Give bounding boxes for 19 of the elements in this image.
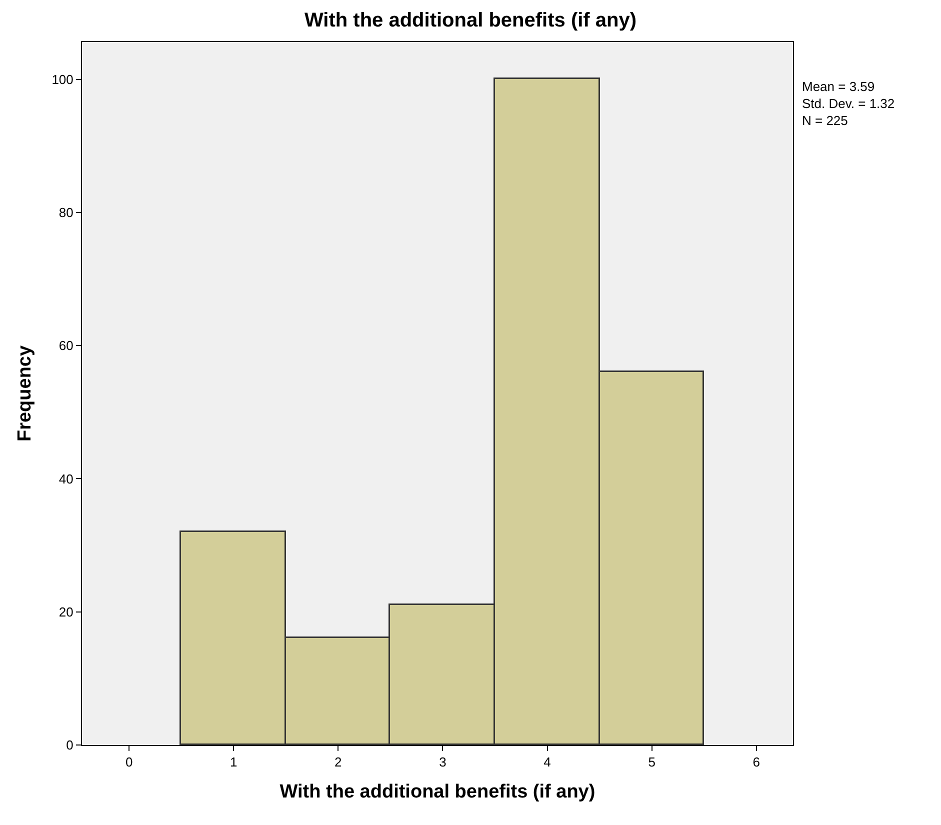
x-tick-label: 4 — [544, 754, 551, 770]
x-axis-title: With the additional benefits (if any) — [280, 781, 596, 802]
y-axis-title: Frequency — [14, 345, 36, 442]
y-tick-label: 20 — [58, 604, 74, 620]
chart-title: With the additional benefits (if any) — [304, 9, 637, 32]
y-tick-label: 60 — [58, 338, 74, 354]
x-tick-label: 3 — [439, 754, 446, 770]
x-tick-label: 6 — [752, 754, 760, 770]
x-tick-label: 1 — [230, 754, 238, 770]
y-tick-label: 100 — [52, 72, 74, 87]
x-tick-label: 5 — [648, 754, 656, 770]
x-tick-label: 2 — [334, 754, 342, 770]
y-tick-label: 80 — [58, 204, 74, 220]
y-tick-label: 40 — [58, 471, 74, 486]
text: Std. Dev. = 1.32 — [802, 96, 895, 111]
y-tick-label: 0 — [66, 738, 74, 753]
text: N = 225 — [802, 112, 848, 128]
x-tick-label: 0 — [125, 754, 133, 770]
text: Mean = 3.59 — [802, 79, 875, 94]
